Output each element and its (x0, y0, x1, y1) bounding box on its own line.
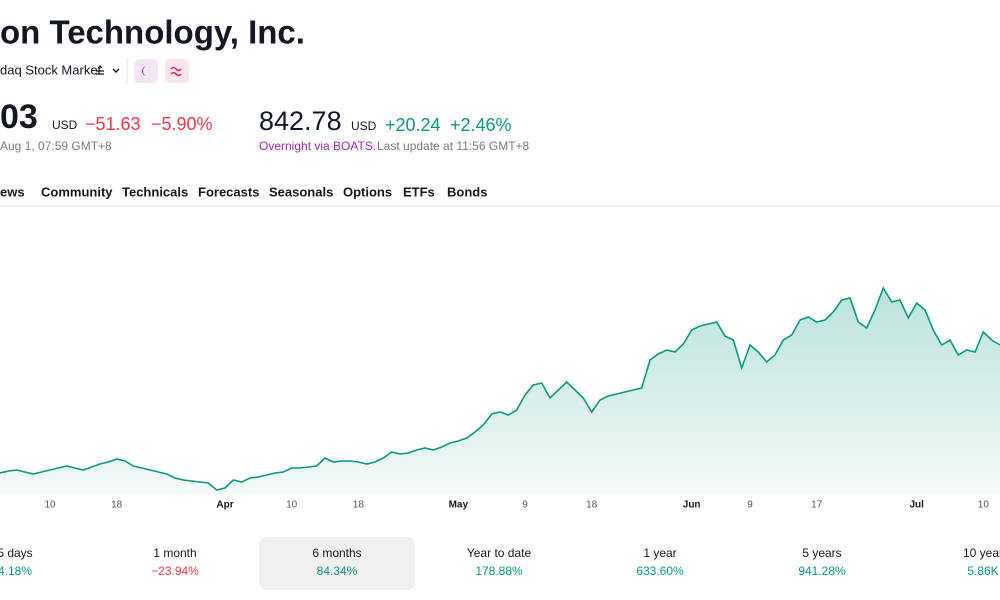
x-tick-label: 9 (522, 500, 528, 511)
close-price: 03 (0, 98, 38, 136)
range-label[interactable]: 5 days (0, 546, 33, 560)
x-tick-label: 10 (286, 500, 298, 511)
x-tick-label: Apr (216, 500, 233, 511)
x-tick-label: 10 (44, 500, 56, 511)
x-tick-label: 9 (747, 500, 753, 511)
range-label[interactable]: 1 year (643, 546, 676, 560)
tab[interactable]: Bonds (447, 184, 487, 199)
price-line (0, 286, 1000, 491)
range-label[interactable]: Year to date (467, 546, 532, 560)
exchange[interactable]: daq Stock Market (0, 62, 102, 77)
tab[interactable]: Seasonals (269, 184, 333, 199)
overnight-price: 842.78 (259, 106, 342, 136)
range-change[interactable]: 178.88% (475, 564, 523, 578)
overnight-change: +20.24 (385, 115, 441, 135)
range-label[interactable]: 10 year (963, 546, 1000, 560)
range-change[interactable]: 633.60% (636, 564, 684, 578)
range-change[interactable]: 84.34% (317, 564, 358, 578)
range-label[interactable]: 1 month (153, 546, 196, 560)
axis-mask (0, 494, 1000, 524)
wave-icon (170, 66, 182, 77)
range-change[interactable]: 4.18% (0, 564, 32, 578)
overnight-change-percent: +2.46% (450, 115, 512, 135)
x-tick-label: Jun (683, 500, 701, 511)
x-tick-label: 18 (111, 500, 123, 511)
x-tick-label: Jul (909, 500, 924, 511)
range-change[interactable]: 5.86K (967, 564, 998, 578)
last-update: Last update at 11:56 GMT+8 (377, 139, 530, 153)
close-change: −51.63 (85, 114, 141, 134)
range-change[interactable]: −23.94% (151, 564, 199, 578)
selected-range-bg (259, 537, 415, 590)
range-change[interactable]: 941.28% (798, 564, 846, 578)
chevron[interactable] (112, 68, 120, 73)
close-change-percent: −5.90% (151, 114, 213, 134)
area (0, 288, 1000, 520)
currency: USD (351, 119, 377, 133)
x-tick-label: May (449, 500, 469, 511)
x-tick-label: 10 (978, 500, 990, 511)
company-title: on Technology, Inc. (0, 14, 305, 51)
moon-icon (142, 66, 147, 76)
overnight-badge[interactable] (134, 59, 158, 83)
close-time: Aug 1, 07:59 GMT+8 (0, 139, 112, 153)
tab[interactable]: Technicals (122, 184, 188, 199)
range-label[interactable]: 5 years (802, 546, 841, 560)
x-tick-label: 18 (586, 500, 598, 511)
tab[interactable]: Forecasts (198, 184, 259, 199)
x-tick-label: 17 (811, 500, 823, 511)
exchange-icon (96, 65, 104, 75)
tab[interactable]: Options (343, 184, 392, 199)
crypto-badge[interactable] (165, 59, 189, 83)
range-label[interactable]: 6 months (312, 546, 361, 560)
currency: USD (52, 118, 78, 132)
tab[interactable]: ews (0, 184, 25, 199)
tab[interactable]: ETFs (403, 184, 435, 199)
overnight-source[interactable]: Overnight via BOATS. (259, 139, 376, 153)
tab[interactable]: Community (41, 184, 113, 199)
x-tick-label: 18 (353, 500, 365, 511)
